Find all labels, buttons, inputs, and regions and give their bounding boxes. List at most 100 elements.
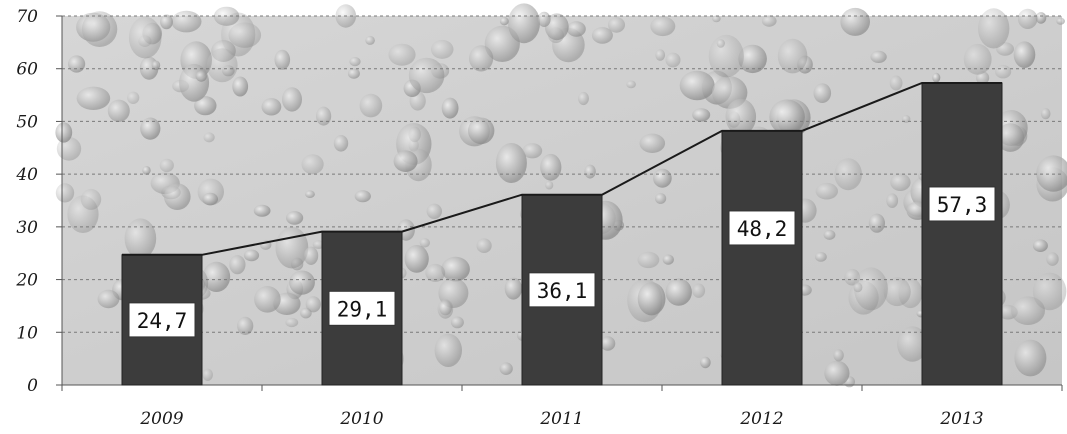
texture-drop xyxy=(301,154,324,175)
bar-2013 xyxy=(921,82,1003,386)
texture-drop xyxy=(889,75,903,91)
texture-drop xyxy=(897,326,928,362)
texture-drop xyxy=(840,7,870,36)
texture-drop xyxy=(815,252,827,262)
data-label-box xyxy=(328,290,396,326)
texture-drop xyxy=(476,238,492,253)
texture-drop xyxy=(665,278,692,306)
texture-drop xyxy=(1017,8,1038,29)
texture-drop xyxy=(1046,252,1059,266)
texture-drop xyxy=(285,317,299,328)
texture-drop xyxy=(1032,239,1048,252)
texture-drop xyxy=(304,246,319,265)
texture-drop xyxy=(544,13,569,41)
texture-drop xyxy=(725,98,757,135)
texture-drop xyxy=(692,108,711,122)
texture-drop xyxy=(164,183,191,210)
texture-drop xyxy=(1035,12,1047,24)
texture-drop xyxy=(639,133,666,153)
texture-drop xyxy=(202,192,218,206)
texture-drop xyxy=(567,21,586,37)
texture-drop xyxy=(469,45,494,72)
texture-drop xyxy=(868,213,886,233)
texture-drop xyxy=(708,34,744,78)
texture-drop xyxy=(333,135,349,152)
texture-drop xyxy=(354,190,371,203)
texture-drop xyxy=(769,99,805,135)
texture-drop xyxy=(425,263,446,282)
texture-drop xyxy=(408,57,445,94)
texture-drop xyxy=(584,164,596,179)
texture-drop xyxy=(171,10,202,33)
texture-drop xyxy=(349,57,361,67)
texture-drop xyxy=(976,71,990,85)
texture-drop xyxy=(761,15,777,27)
texture-drop xyxy=(608,17,625,33)
texture-drop xyxy=(434,333,462,367)
texture-drop xyxy=(274,49,291,70)
texture-drop xyxy=(97,289,120,309)
texture-drop xyxy=(194,96,217,116)
x-tick-label: 2011 xyxy=(539,409,583,429)
texture-drop xyxy=(127,91,140,105)
texture-drop xyxy=(430,39,454,59)
texture-drop xyxy=(253,204,271,217)
texture-drop xyxy=(254,286,281,313)
y-tick-label: 20 xyxy=(15,271,38,291)
y-tick-label: 10 xyxy=(16,323,38,343)
texture-drop xyxy=(996,123,1025,152)
texture-drop xyxy=(76,86,111,111)
texture-drop xyxy=(232,76,249,97)
texture-drop xyxy=(229,255,246,275)
texture-drop xyxy=(243,249,260,262)
texture-drop xyxy=(206,48,238,83)
texture-drop xyxy=(963,43,992,75)
plot-texture xyxy=(55,3,1067,388)
texture-drop xyxy=(365,35,375,45)
y-tick-label: 60 xyxy=(16,60,38,80)
texture-drop xyxy=(886,193,899,208)
texture-drop xyxy=(55,183,75,203)
y-tick-label: 0 xyxy=(27,376,38,396)
texture-drop xyxy=(203,132,215,143)
texture-drop xyxy=(305,296,321,313)
texture-drop xyxy=(815,182,838,200)
texture-drop xyxy=(282,87,302,112)
texture-drop xyxy=(824,360,850,386)
texture-drop xyxy=(870,50,887,64)
texture-drop xyxy=(305,190,315,198)
x-tick-label: 2013 xyxy=(939,409,983,429)
texture-drop xyxy=(237,316,254,335)
texture-drop xyxy=(1040,108,1051,120)
data-label-box xyxy=(728,210,796,246)
texture-drop xyxy=(662,254,674,265)
texture-drop xyxy=(81,11,118,47)
texture-drop xyxy=(56,137,82,161)
x-tick-labels: 2009 2010 2011 2012 2013 xyxy=(139,409,983,429)
texture-drop xyxy=(140,117,161,140)
texture-drop xyxy=(228,22,262,48)
texture-drop xyxy=(195,70,207,82)
texture-drop xyxy=(107,99,130,123)
data-label-box xyxy=(928,186,996,222)
texture-drop xyxy=(1056,17,1065,25)
texture-drop xyxy=(1013,41,1036,68)
texture-drop xyxy=(128,16,162,59)
texture-drop xyxy=(626,80,636,89)
data-label-box xyxy=(128,302,196,338)
texture-drop xyxy=(692,283,706,298)
texture-drop xyxy=(450,316,464,329)
texture-drop xyxy=(404,245,429,273)
data-labels: 24,7 29,1 36,1 48,2 57,3 xyxy=(128,186,996,338)
texture-drop xyxy=(1014,339,1047,377)
data-label: 29,1 xyxy=(337,297,388,321)
texture-drop xyxy=(419,238,430,248)
texture-drop xyxy=(261,98,282,116)
texture-drop xyxy=(995,65,1012,79)
x-tick-label: 2010 xyxy=(339,409,383,429)
texture-drop xyxy=(437,299,454,319)
trend-line-path xyxy=(122,81,1002,256)
texture-drop xyxy=(504,277,523,300)
texture-drop xyxy=(655,193,667,204)
